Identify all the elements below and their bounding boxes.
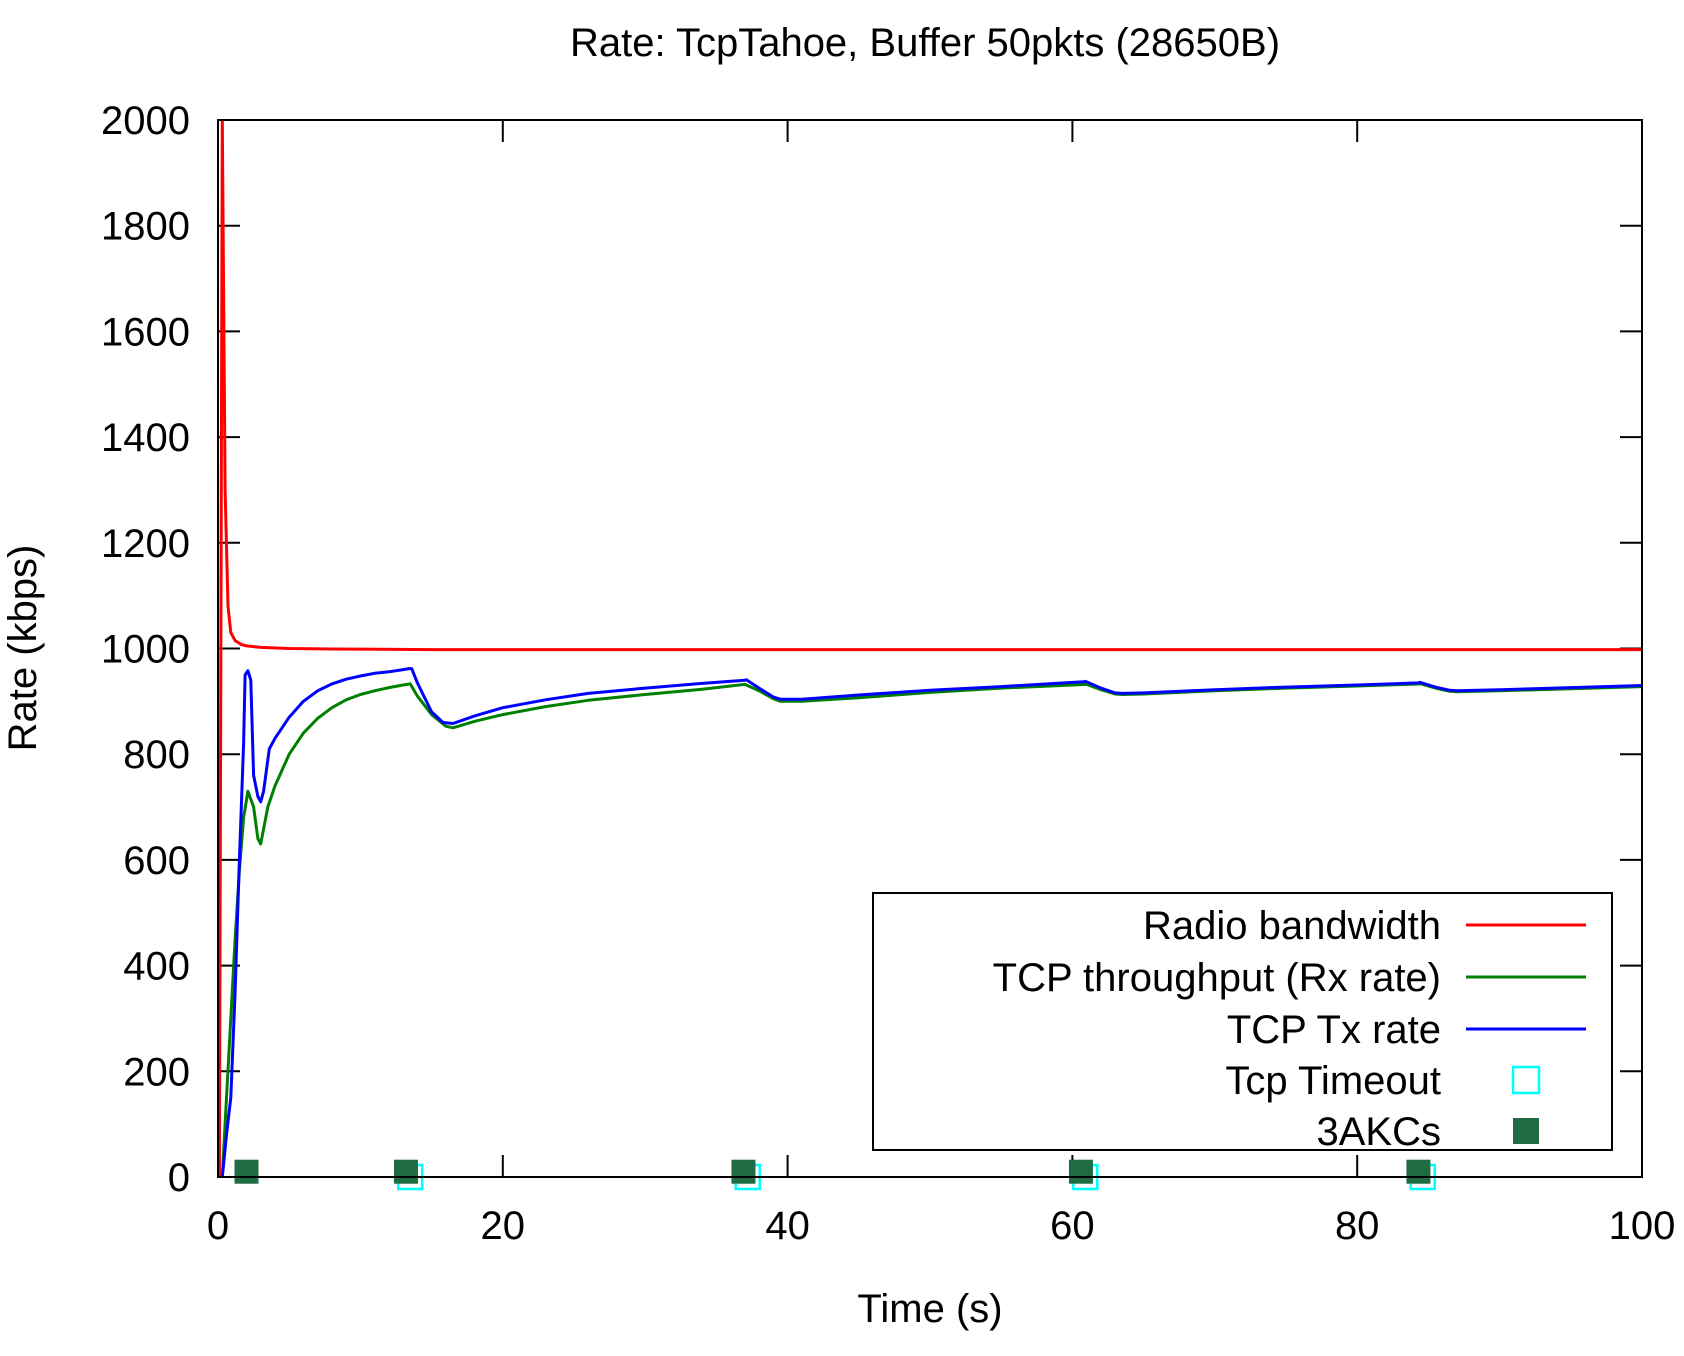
x-axis-ticks: 0 20 40 60 80 100 (207, 120, 1676, 1248)
legend-label-radio-bandwidth: Radio bandwidth (1143, 904, 1441, 948)
y-axis-ticks: 0 200 400 600 800 1000 1200 1400 1600 1800 2000 (101, 99, 1642, 1200)
y-tick-label: 0 (168, 1156, 190, 1200)
marker-3akcs (1406, 1159, 1431, 1184)
legend-label-tcp-throughput-rx-rate: TCP throughput (Rx rate) (993, 956, 1441, 1000)
legend-label-3akcs: 3AKCs (1317, 1110, 1442, 1154)
x-axis-label: Time (s) (857, 1287, 1002, 1331)
plot-area (218, 120, 1642, 1191)
marker-3akcs (393, 1159, 418, 1184)
x-tick-label: 20 (481, 1204, 526, 1248)
y-tick-label: 1600 (101, 310, 190, 354)
x-tick-label: 40 (765, 1204, 810, 1248)
y-tick-label: 1000 (101, 628, 190, 672)
legend-swatch-tcp-timeout (1511, 1065, 1541, 1095)
marker-3akcs (731, 1159, 756, 1184)
y-tick-label: 800 (123, 733, 190, 777)
y-axis-label: Rate (kbps) (1, 545, 45, 752)
series-line-tcp-tx-rate (220, 667, 1642, 1177)
y-tick-label: 1400 (101, 416, 190, 460)
x-tick-label: 80 (1335, 1204, 1380, 1248)
plot-frame (217, 119, 1643, 1178)
marker-3akcs (1068, 1159, 1093, 1184)
y-tick-label: 600 (123, 839, 190, 883)
legend-swatch-3akcs (1513, 1118, 1539, 1144)
series-line-radio-bandwidth (218, 120, 1642, 1177)
chart-title: Rate: TcpTahoe, Buffer 50pkts (28650B) (570, 21, 1280, 65)
x-tick-label: 100 (1609, 1204, 1676, 1248)
y-tick-label: 400 (123, 945, 190, 989)
y-tick-label: 1800 (101, 205, 190, 249)
x-tick-label: 0 (207, 1204, 229, 1248)
x-tick-label: 60 (1050, 1204, 1095, 1248)
legend-label-tcp-tx-rate: TCP Tx rate (1227, 1008, 1441, 1052)
legend: Radio bandwidth TCP throughput (Rx rate) T… (872, 892, 1613, 1154)
y-tick-label: 200 (123, 1050, 190, 1094)
legend-box (872, 892, 1613, 1151)
marker-3akcs (234, 1159, 259, 1184)
y-tick-label: 2000 (101, 99, 190, 143)
legend-label-tcp-timeout: Tcp Timeout (1225, 1059, 1441, 1103)
y-tick-label: 1200 (101, 522, 190, 566)
